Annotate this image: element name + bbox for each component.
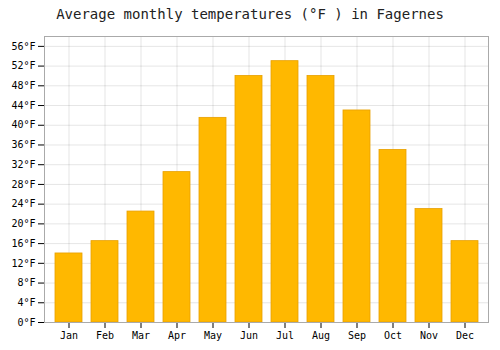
svg-text:Sep: Sep bbox=[348, 330, 366, 341]
svg-text:Apr: Apr bbox=[168, 330, 186, 341]
svg-text:Oct: Oct bbox=[384, 330, 402, 341]
svg-text:4°F: 4°F bbox=[17, 297, 35, 308]
svg-text:40°F: 40°F bbox=[11, 119, 35, 130]
svg-text:May: May bbox=[204, 330, 222, 341]
svg-text:56°F: 56°F bbox=[11, 41, 35, 52]
html-text:Average monthly temperatures (: Average monthly temperatures (°F ) in Fa… bbox=[56, 6, 444, 22]
svg-text:48°F: 48°F bbox=[11, 80, 35, 91]
svg-text:Aug: Aug bbox=[312, 330, 330, 341]
svg-text:Jun: Jun bbox=[240, 330, 258, 341]
svg-text:28°F: 28°F bbox=[11, 179, 35, 190]
svg-text:Feb: Feb bbox=[96, 330, 114, 341]
svg-text:Mar: Mar bbox=[132, 330, 150, 341]
svg-text:Jan: Jan bbox=[60, 330, 78, 341]
svg-text:44°F: 44°F bbox=[11, 100, 35, 111]
svg-text:0°F: 0°F bbox=[17, 317, 35, 328]
svg-text:Jul: Jul bbox=[276, 330, 294, 341]
svg-text:24°F: 24°F bbox=[11, 198, 35, 209]
svg-text:12°F: 12°F bbox=[11, 258, 35, 269]
svg-text:Dec: Dec bbox=[456, 330, 474, 341]
svg-text:Nov: Nov bbox=[420, 330, 438, 341]
svg-text:32°F: 32°F bbox=[11, 159, 35, 170]
svg-text:20°F: 20°F bbox=[11, 218, 35, 229]
svg-text:52°F: 52°F bbox=[11, 60, 35, 71]
svg-text:16°F: 16°F bbox=[11, 238, 35, 249]
svg-text:8°F: 8°F bbox=[17, 277, 35, 288]
svg-text:36°F: 36°F bbox=[11, 139, 35, 150]
